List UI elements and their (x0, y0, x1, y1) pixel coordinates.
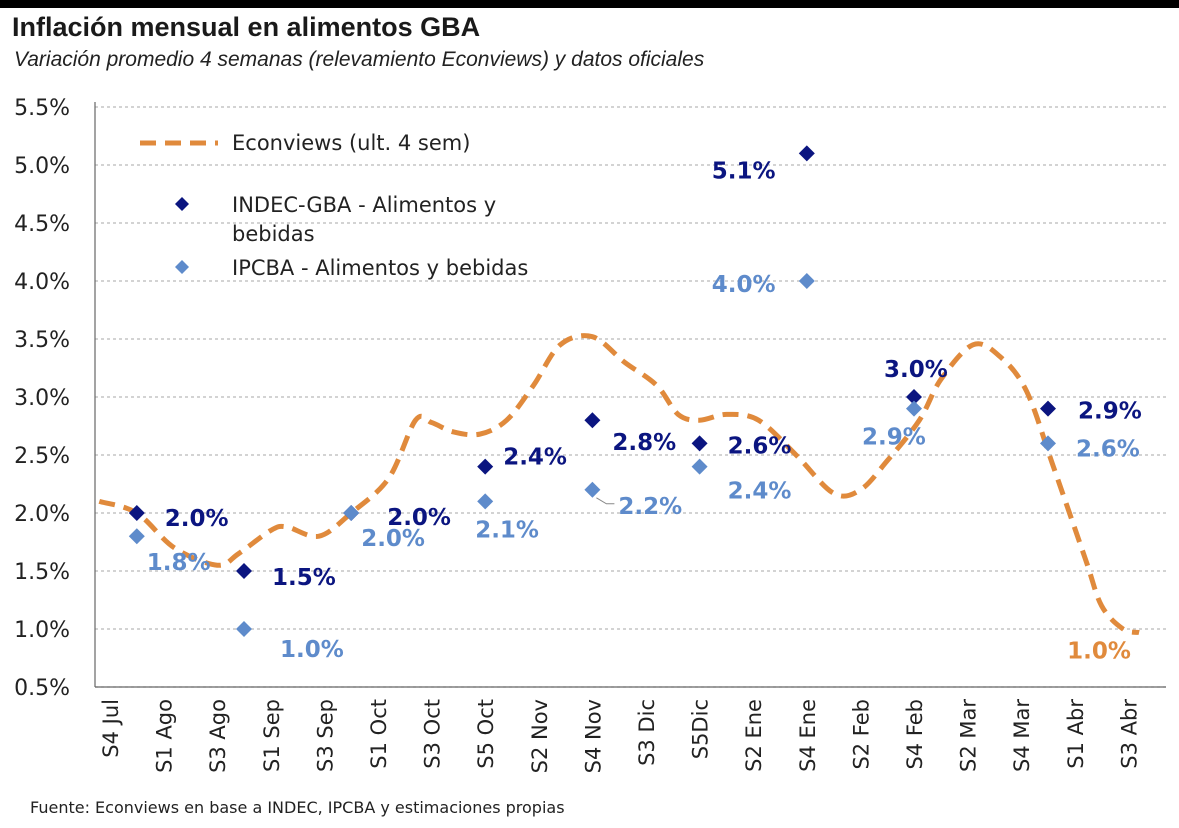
legend-indec-swatch (175, 197, 189, 211)
label-leader-line (596, 497, 615, 505)
indec-data-label: 2.6% (728, 433, 792, 459)
econviews-end-label: 1.0% (1067, 638, 1131, 664)
indec-marker (691, 435, 708, 452)
ipcba-marker (343, 505, 360, 521)
x-tick-label: S3 Ago (206, 699, 230, 773)
legend-econviews-label: Econviews (ult. 4 sem) (232, 131, 470, 155)
indec-data-label: 2.0% (165, 506, 229, 532)
x-tick-label: S4 Feb (903, 699, 927, 770)
y-tick-label: 1.0% (14, 618, 70, 643)
x-tick-label: S2 Mar (957, 699, 981, 772)
x-tick-label: S4 Ene (796, 699, 820, 772)
y-tick-label: 4.0% (14, 270, 70, 295)
indec-marker (477, 458, 494, 475)
x-tick-label: S4 Mar (1010, 699, 1034, 772)
ipcba-data-label: 2.9% (862, 425, 926, 451)
x-tick-label: S2 Feb (849, 699, 873, 770)
legend-ipcba-label: IPCBA - Alimentos y bebidas (232, 256, 528, 280)
ipcba-data-label: 2.0% (361, 526, 425, 552)
indec-data-label: 2.4% (503, 445, 567, 471)
y-tick-label: 3.5% (14, 328, 70, 353)
indec-marker (1040, 400, 1056, 417)
x-tick-label: S1 Sep (260, 699, 284, 772)
x-tick-label: S3 Dic (635, 699, 659, 766)
y-tick-label: 2.5% (14, 444, 70, 469)
indec-data-label: 2.0% (387, 505, 451, 531)
chart-frame: Inflación mensual en alimentos GBA Varia… (0, 8, 1179, 828)
y-tick-label: 5.0% (14, 154, 70, 179)
ipcba-marker (798, 273, 815, 289)
chart-plot: 0.5% 1.0% 1.5% 2.0% 2.5% 3.0% 3.5% 4.0% 4.5% 5.0%… (14, 96, 1166, 773)
x-tick-label: S2 Nov (528, 699, 552, 773)
ipcba-marker (691, 458, 708, 475)
x-tick-label: S1 Ago (153, 699, 177, 773)
y-tick-label: 4.5% (14, 212, 70, 237)
y-tick-label: 2.0% (14, 502, 70, 527)
ipcba-data-label: 2.2% (618, 494, 682, 520)
indec-marker (236, 563, 252, 579)
x-tick-label: S1 Abr (1064, 699, 1088, 769)
chart-subtitle: Variación promedio 4 semanas (relevamien… (14, 48, 705, 71)
indec-data-label: 2.8% (612, 430, 676, 456)
ipcba-marker (584, 481, 601, 498)
ipcba-marker (906, 400, 922, 417)
y-tick-label: 0.5% (14, 676, 70, 701)
y-tick-label: 3.0% (14, 386, 70, 411)
indec-data-label: 5.1% (712, 158, 776, 184)
ipcba-marker (1040, 435, 1056, 452)
indec-marker (128, 505, 145, 521)
x-tick-label: S3 Abr (1117, 699, 1141, 769)
x-tick-label: S5Dic (689, 699, 713, 759)
chart-title: Inflación mensual en alimentos GBA (12, 12, 481, 42)
ipcba-marker (236, 621, 252, 637)
ipcba-data-label: 2.6% (1076, 436, 1140, 462)
indec-marker (584, 412, 601, 429)
x-tick-label: S2 Ene (742, 699, 766, 772)
indec-marker (906, 389, 922, 405)
legend-indec-label-cont: bebidas (232, 222, 315, 246)
econviews-line (98, 333, 1140, 635)
legend-ipcba-swatch (175, 260, 189, 274)
ipcba-data-label: 2.4% (728, 479, 792, 505)
y-tick-label: 5.5% (14, 96, 70, 121)
x-tick-label: S4 Nov (581, 699, 605, 773)
ipcba-marker (128, 528, 145, 545)
ipcba-data-label: 2.1% (475, 517, 539, 543)
x-tick-label: S5 Oct (474, 699, 498, 769)
x-tick-label: S3 Sep (313, 699, 337, 772)
ipcba-data-label: 1.8% (147, 550, 211, 576)
x-tick-label: S1 Oct (367, 699, 391, 769)
ipcba-data-label: 4.0% (712, 272, 776, 298)
indec-data-label: 3.0% (884, 357, 948, 383)
x-tick-label: S3 Oct (421, 699, 445, 769)
ipcba-data-label: 1.0% (280, 637, 344, 663)
source-note: Fuente: Econviews en base a INDEC, IPCBA… (30, 798, 565, 817)
legend-indec-label: INDEC-GBA - Alimentos y (232, 193, 496, 217)
x-tick-label: S4 Jul (99, 699, 123, 758)
y-tick-label: 1.5% (14, 560, 70, 585)
ipcba-marker (477, 493, 494, 510)
indec-data-label: 2.9% (1078, 399, 1142, 425)
indec-marker (798, 145, 815, 162)
indec-data-label: 1.5% (272, 565, 336, 591)
